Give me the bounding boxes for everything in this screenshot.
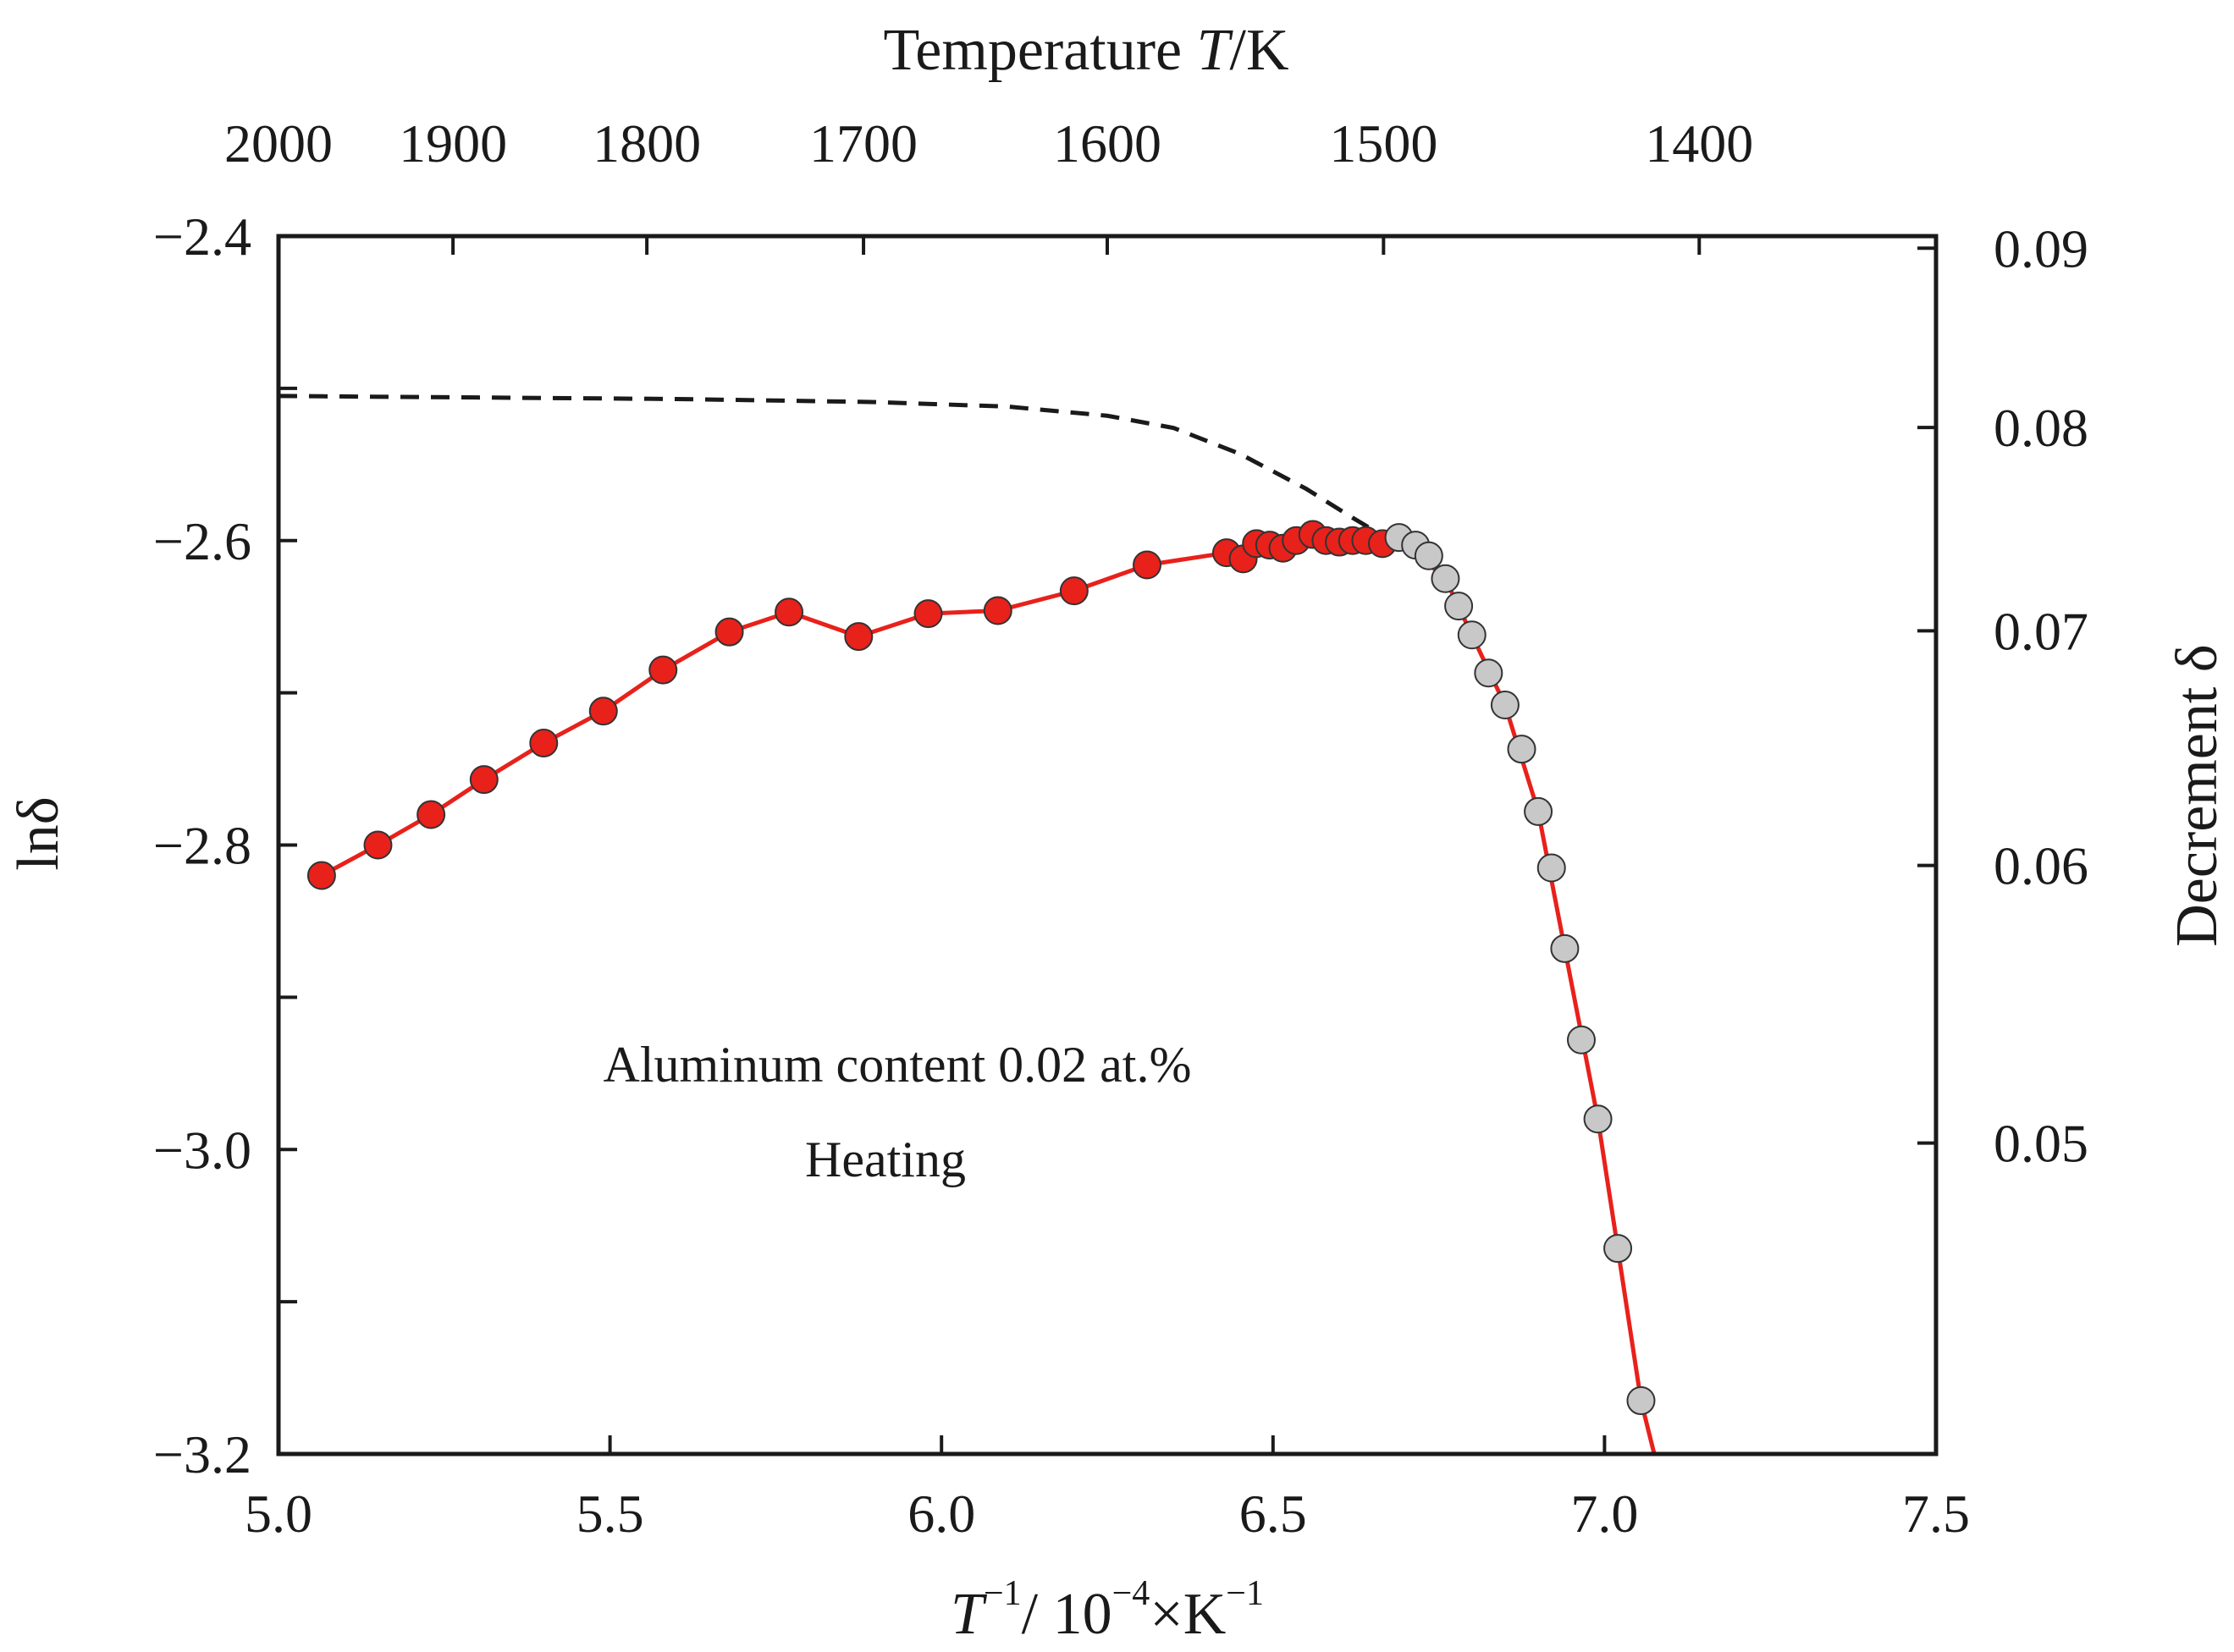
y-tick-label: −3.0	[153, 1120, 251, 1180]
x-tick-label: 7.5	[1902, 1484, 1970, 1544]
ticks-layer	[277, 234, 1938, 1456]
data-point-grey	[1414, 541, 1443, 570]
data-point-grey	[1444, 592, 1474, 621]
x-tick-label: 6.0	[907, 1484, 975, 1544]
data-point-red	[983, 596, 1012, 625]
annotation-mode: Heating	[805, 1132, 966, 1187]
data-point-red	[775, 597, 804, 627]
x-axis-title: T−1/ 10−4×K−1	[951, 1574, 1264, 1647]
x-tick-label: 5.0	[245, 1484, 312, 1544]
plot-frame	[276, 234, 1939, 1457]
data-point-red	[1059, 576, 1089, 606]
data-point-grey	[1550, 933, 1580, 963]
points-layer	[306, 520, 1656, 1416]
data-point-grey	[1474, 658, 1503, 688]
x-tick-label: 5.5	[576, 1484, 644, 1544]
top-tick-label: 1400	[1645, 113, 1753, 173]
top-axis-title: Temperature T/K	[883, 18, 1288, 83]
annotation-content: Aluminum content 0.02 at.%	[604, 1037, 1192, 1093]
top-tick-label: 1800	[593, 113, 701, 173]
data-point-red	[1132, 550, 1161, 580]
top-tick-label: 1700	[809, 113, 918, 173]
top-tick-label: 2000	[224, 113, 333, 173]
y2-tick-label: 0.07	[1994, 601, 2088, 661]
top-tick-label: 1500	[1329, 113, 1437, 173]
data-point-red	[416, 800, 446, 829]
data-point-grey	[1490, 691, 1520, 720]
data-point-red	[469, 765, 499, 795]
data-point-red	[648, 655, 678, 685]
lines-layer	[320, 531, 1657, 1455]
x-tick-label: 7.0	[1570, 1484, 1638, 1544]
dashed-layer	[278, 394, 1387, 540]
data-point-red	[588, 697, 618, 726]
data-point-grey	[1626, 1386, 1656, 1416]
data-point-grey	[1536, 853, 1566, 883]
x-tick-label: 6.5	[1239, 1484, 1307, 1544]
series-line	[320, 531, 1657, 1455]
top-tick-label: 1600	[1053, 113, 1161, 173]
data-point-grey	[1524, 796, 1553, 826]
y-axis-title: lnδ	[6, 796, 71, 870]
labels-layer: 5.0 5.5 6.0 6.5 7.0 7.5 −2.4 −2.6 −2.8 −3.0 −3.2 20…	[153, 113, 2088, 1544]
y-tick-label: −2.4	[153, 206, 251, 267]
y-tick-label: −2.6	[153, 511, 251, 571]
data-point-red	[714, 617, 744, 647]
data-point-red	[363, 830, 393, 860]
data-point-grey	[1457, 620, 1487, 650]
dashed-line	[278, 394, 1387, 540]
data-point-red	[306, 861, 336, 890]
y2-tick-label: 0.05	[1994, 1114, 2088, 1174]
data-point-grey	[1431, 564, 1460, 593]
y2-tick-label: 0.08	[1994, 398, 2088, 458]
data-point-grey	[1507, 735, 1536, 764]
data-point-red	[913, 599, 943, 629]
data-point-grey	[1583, 1104, 1613, 1134]
top-tick-label: 1900	[399, 113, 507, 173]
data-point-red	[529, 728, 559, 757]
y-tick-label: −2.8	[153, 816, 251, 876]
y2-tick-label: 0.09	[1994, 218, 2088, 278]
y2-tick-label: 0.06	[1994, 836, 2088, 896]
data-point-red	[844, 622, 874, 652]
y-tick-label: −3.2	[153, 1424, 251, 1484]
data-point-grey	[1603, 1234, 1633, 1264]
data-point-grey	[1566, 1025, 1596, 1055]
y2-axis-title: Decrement δ	[2165, 644, 2230, 947]
